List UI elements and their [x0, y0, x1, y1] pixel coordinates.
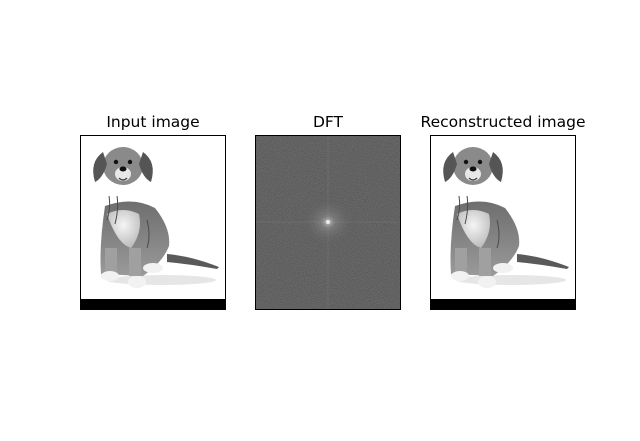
input-image-axes [80, 135, 226, 310]
dog-photo-icon [81, 136, 225, 309]
input-image-title: Input image [106, 113, 200, 131]
dft-spectrum-icon [256, 136, 400, 309]
reconstructed-image-axes [430, 135, 576, 310]
dog-photo-icon [431, 136, 575, 309]
dft-axes [255, 135, 401, 310]
reconstructed-image-title: Reconstructed image [420, 113, 586, 131]
dft-title: DFT [312, 113, 344, 131]
